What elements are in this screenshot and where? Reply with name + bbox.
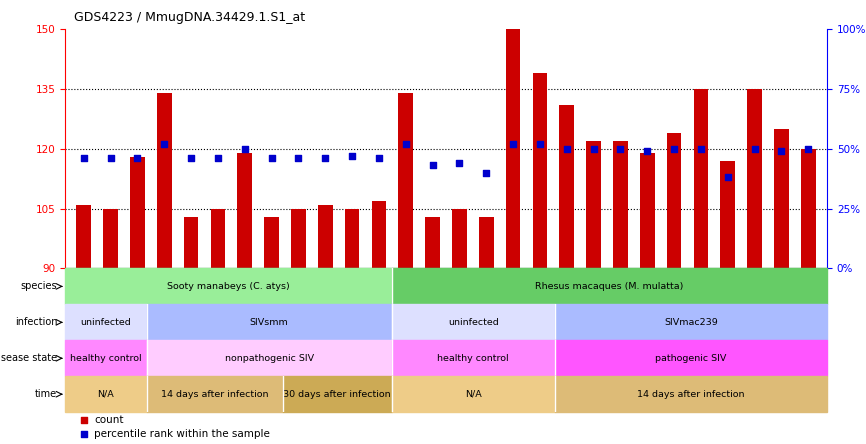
- Point: [747, 145, 761, 152]
- Bar: [559, 105, 574, 269]
- Bar: [555, 376, 827, 412]
- Bar: [586, 141, 601, 269]
- Bar: [640, 153, 655, 269]
- Bar: [774, 129, 789, 269]
- Point: [801, 145, 815, 152]
- Bar: [613, 141, 628, 269]
- Text: Sooty manabeys (C. atys): Sooty manabeys (C. atys): [167, 282, 289, 291]
- Point: [426, 162, 440, 169]
- Bar: [210, 209, 225, 269]
- Bar: [184, 217, 198, 269]
- Point: [319, 155, 333, 162]
- Point: [774, 147, 788, 155]
- Point: [238, 145, 252, 152]
- Bar: [391, 340, 555, 376]
- Point: [372, 155, 386, 162]
- Bar: [555, 340, 827, 376]
- Text: uninfected: uninfected: [81, 318, 131, 327]
- Point: [533, 140, 546, 147]
- Text: disease state: disease state: [0, 353, 57, 363]
- Bar: [391, 376, 555, 412]
- Text: SIVsmm: SIVsmm: [249, 318, 288, 327]
- Bar: [130, 157, 145, 269]
- Text: SIVmac239: SIVmac239: [664, 318, 718, 327]
- Bar: [76, 205, 91, 269]
- Point: [479, 169, 493, 176]
- Text: healthy control: healthy control: [70, 354, 141, 363]
- Bar: [747, 89, 762, 269]
- Bar: [157, 93, 171, 269]
- Point: [346, 152, 359, 159]
- Point: [612, 368, 626, 375]
- Bar: [555, 305, 827, 340]
- Point: [292, 155, 306, 162]
- Bar: [533, 73, 547, 269]
- Text: 14 days after infection: 14 days after infection: [637, 390, 745, 399]
- Text: 14 days after infection: 14 days after infection: [161, 390, 268, 399]
- Text: species: species: [21, 281, 57, 291]
- Bar: [391, 305, 555, 340]
- Bar: [721, 161, 735, 269]
- Point: [131, 155, 145, 162]
- Bar: [65, 269, 391, 305]
- Point: [613, 145, 627, 152]
- Text: GDS4223 / MmugDNA.34429.1.S1_at: GDS4223 / MmugDNA.34429.1.S1_at: [74, 12, 305, 24]
- Bar: [146, 340, 391, 376]
- Text: pathogenic SIV: pathogenic SIV: [656, 354, 727, 363]
- Bar: [694, 89, 708, 269]
- Bar: [425, 217, 440, 269]
- Bar: [391, 269, 827, 305]
- Point: [184, 155, 198, 162]
- Text: uninfected: uninfected: [448, 318, 499, 327]
- Bar: [801, 149, 816, 269]
- Bar: [291, 209, 306, 269]
- Point: [694, 145, 708, 152]
- Text: N/A: N/A: [465, 390, 481, 399]
- Bar: [506, 29, 520, 269]
- Point: [265, 155, 279, 162]
- Bar: [452, 209, 467, 269]
- Point: [158, 140, 171, 147]
- Bar: [479, 217, 494, 269]
- Point: [506, 140, 520, 147]
- Text: count: count: [94, 415, 124, 425]
- Text: percentile rank within the sample: percentile rank within the sample: [94, 428, 270, 439]
- Bar: [264, 217, 279, 269]
- Bar: [65, 305, 146, 340]
- Point: [721, 174, 734, 181]
- Point: [559, 145, 573, 152]
- Point: [640, 147, 654, 155]
- Point: [586, 145, 600, 152]
- Point: [612, 243, 626, 250]
- Bar: [65, 376, 146, 412]
- Point: [104, 155, 118, 162]
- Text: healthy control: healthy control: [437, 354, 509, 363]
- Bar: [667, 133, 682, 269]
- Point: [77, 155, 91, 162]
- Bar: [146, 305, 391, 340]
- Text: 30 days after infection: 30 days after infection: [283, 390, 391, 399]
- Bar: [146, 376, 282, 412]
- Bar: [282, 376, 391, 412]
- Bar: [398, 93, 413, 269]
- Bar: [318, 205, 333, 269]
- Bar: [237, 153, 252, 269]
- Bar: [372, 201, 386, 269]
- Point: [399, 140, 413, 147]
- Point: [667, 145, 681, 152]
- Point: [211, 155, 225, 162]
- Text: infection: infection: [15, 317, 57, 327]
- Text: time: time: [36, 389, 57, 399]
- Text: Rhesus macaques (M. mulatta): Rhesus macaques (M. mulatta): [535, 282, 683, 291]
- Bar: [345, 209, 359, 269]
- Text: nonpathogenic SIV: nonpathogenic SIV: [224, 354, 313, 363]
- Text: N/A: N/A: [97, 390, 114, 399]
- Bar: [103, 209, 118, 269]
- Point: [452, 159, 466, 166]
- Bar: [65, 340, 146, 376]
